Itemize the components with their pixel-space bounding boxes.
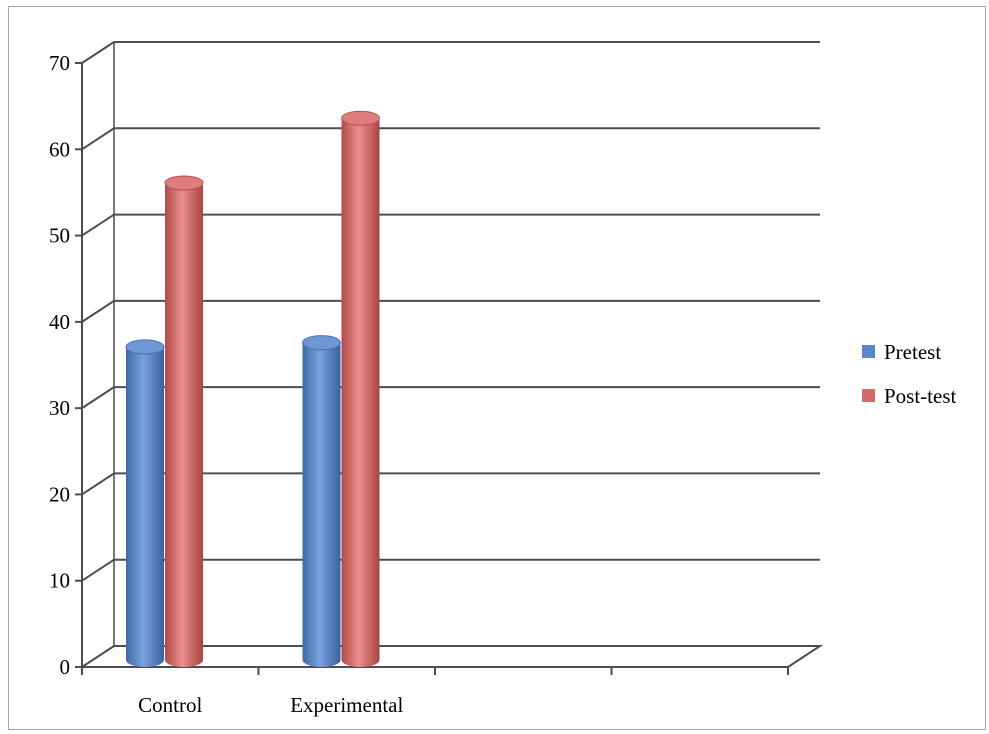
bar-body	[302, 342, 341, 668]
y-tick-label: 0	[60, 655, 71, 679]
y-tick-label: 20	[49, 482, 70, 506]
y-tick-label: 40	[49, 310, 70, 334]
bar-body	[341, 118, 380, 668]
bar-body	[126, 346, 164, 667]
floor-plane	[78, 645, 824, 668]
legend: Pretest Post-test	[862, 340, 957, 408]
legend-swatch	[862, 345, 875, 358]
y-tick-label: 50	[49, 224, 70, 248]
bar-cap	[125, 339, 165, 355]
axes	[75, 42, 824, 675]
y-tick-label: 60	[49, 137, 70, 161]
bar-cap	[302, 335, 341, 351]
labels: 0 10 20 30 40 50 60 70 Control Experimental	[49, 51, 403, 717]
bar-cap	[164, 175, 204, 191]
bar-pretest-experimental	[302, 335, 341, 668]
legend-label: Post-test	[884, 384, 957, 408]
bar-post-test-control	[164, 175, 204, 667]
y-tick-label: 30	[49, 396, 70, 420]
bar-post-test-experimental	[341, 110, 380, 668]
bar-body	[165, 182, 203, 667]
bars	[125, 110, 380, 668]
x-category-label: Experimental	[290, 693, 403, 717]
x-category-label: Control	[138, 693, 202, 717]
bar-pretest-control	[125, 339, 165, 667]
gridline	[81, 41, 820, 64]
legend-swatch	[862, 389, 875, 402]
gridline	[81, 127, 820, 151]
bar-cap	[341, 110, 380, 126]
y-tick-label: 10	[49, 569, 70, 593]
legend-label: Pretest	[884, 340, 941, 364]
y-tick-label: 70	[49, 51, 70, 75]
